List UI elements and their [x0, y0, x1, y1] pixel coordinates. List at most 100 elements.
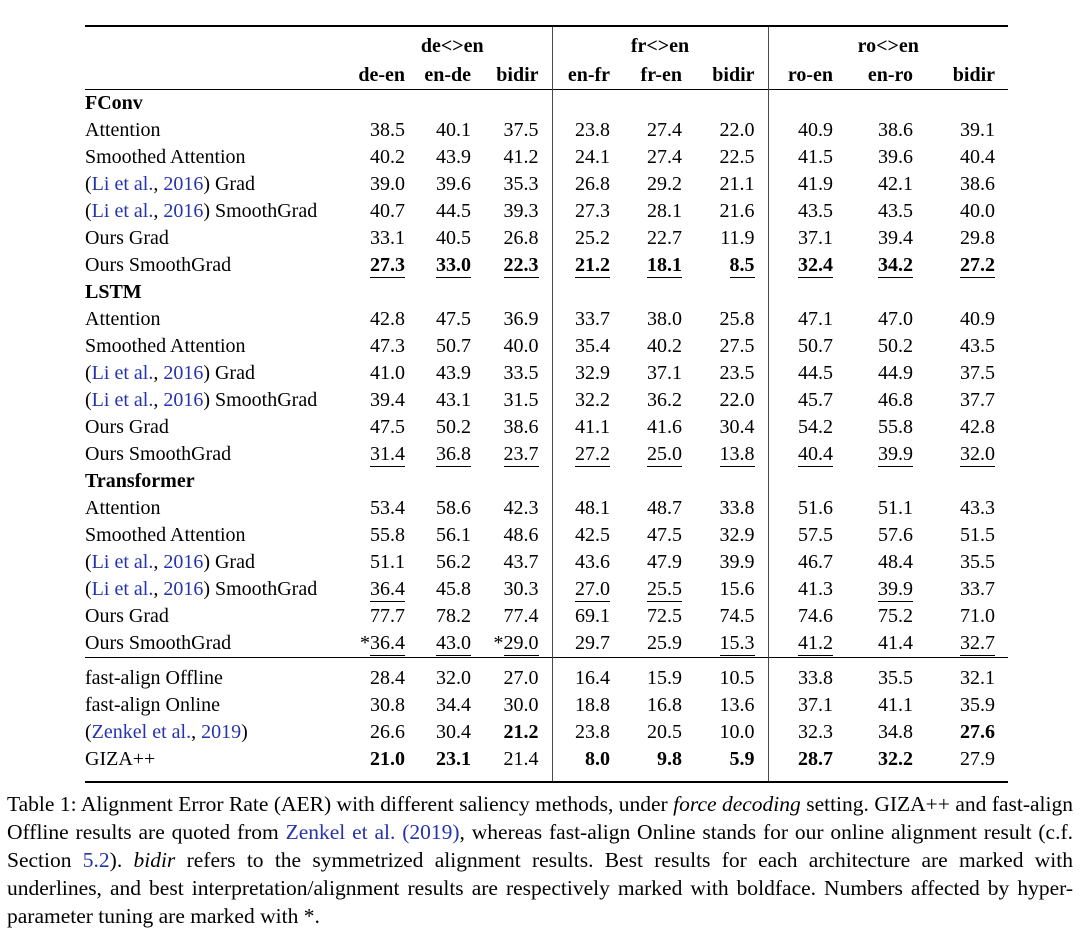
cell: *29.0: [484, 630, 552, 658]
star-marker: *: [493, 632, 504, 654]
cell: 27.5: [719, 335, 755, 357]
cell: 37.1: [647, 362, 683, 384]
cell: 22.0: [719, 389, 755, 411]
cell: 36.8: [418, 441, 484, 468]
section-header-label: LSTM: [85, 281, 142, 303]
cell: 43.6: [551, 549, 624, 576]
cell: 74.5: [719, 605, 755, 627]
table-row: Attention 53.4 58.6 42.3 48.1 48.7 33.8 51.6 51.…: [85, 495, 1008, 522]
citation-link[interactable]: 5.2: [82, 848, 110, 872]
cell: [418, 90, 484, 118]
cell: [695, 90, 768, 118]
row-label: Smoothed Attention: [85, 333, 353, 360]
citation-link[interactable]: 2016: [163, 389, 204, 411]
citation-link[interactable]: 2019: [201, 721, 242, 743]
citation-link[interactable]: Zenkel et al.: [285, 820, 396, 844]
cell: 42.5: [551, 522, 624, 549]
text-segment: (: [85, 173, 92, 195]
row-label: (Li et al., 2016) Grad: [85, 360, 353, 387]
text-segment: Ours Grad: [85, 227, 169, 249]
cell: 47.5: [370, 416, 405, 438]
cell: 32.2: [551, 387, 624, 414]
cell: 77.7: [370, 605, 405, 627]
citation-link[interactable]: Li et al.: [91, 362, 154, 384]
column-header-en-de: en-de: [424, 63, 471, 86]
text-segment: bidir: [133, 848, 176, 872]
table-row: fast-align Online 30.8 34.4 30.0 18.8 16.8 13.…: [85, 692, 1008, 719]
text-segment: Attention: [85, 497, 161, 519]
citation-link[interactable]: Li et al.: [91, 389, 154, 411]
cell: 36.9: [503, 308, 539, 330]
text-segment: (: [85, 721, 92, 743]
text-segment: ) Grad: [203, 551, 255, 573]
text-segment: refers to the symmetrized alignment resu…: [7, 848, 1073, 928]
cell: 32.3: [767, 719, 847, 746]
cell: 56.1: [436, 524, 471, 546]
cell: 36.2: [647, 389, 683, 411]
cell: 26.8: [503, 227, 539, 249]
citation-link[interactable]: 2016: [163, 173, 204, 195]
cell: 10.5: [719, 666, 755, 689]
row-label: fast-align Online: [85, 692, 353, 719]
cell: 47.5: [436, 308, 471, 330]
cell: 44.5: [767, 360, 847, 387]
cell-value: 8.5: [729, 254, 755, 278]
cell-value: 32.2: [878, 748, 914, 770]
table-row: Ours Grad 47.5 50.2 38.6 41.1 41.6 30.4 54.2 55.…: [85, 414, 1008, 441]
citation-link[interactable]: 2016: [163, 578, 204, 600]
cell: [846, 90, 926, 118]
text-segment: (: [85, 389, 92, 411]
citation-link[interactable]: Li et al.: [91, 173, 154, 195]
citation-link[interactable]: 2016: [163, 200, 204, 222]
section-header-label: Transformer: [85, 470, 195, 492]
column-header-en-ro: en-ro: [867, 63, 914, 86]
cell: 47.5: [647, 524, 683, 546]
cell: 42.1: [878, 173, 914, 195]
cell: 51.1: [370, 551, 405, 573]
group-header-ro-en: ro<>en: [767, 26, 1009, 61]
cell: 53.4: [370, 497, 405, 519]
cell-value: 31.4: [370, 443, 405, 467]
cell-value: 21.2: [503, 721, 539, 743]
cell: [353, 90, 418, 118]
cell-value: 32.7: [960, 632, 996, 656]
table-row: Smoothed Attention 55.8 56.1 48.6 42.5 47.5 32…: [85, 522, 1008, 549]
citation-link[interactable]: (2019): [402, 820, 460, 844]
table-row: (Li et al., 2016) SmoothGrad 36.4 45.8 30.3…: [85, 576, 1008, 603]
cell: 22.5: [719, 146, 755, 168]
citation-link[interactable]: Li et al.: [91, 200, 154, 222]
row-label: (Li et al., 2016) SmoothGrad: [85, 387, 353, 414]
cell: 27.4: [647, 146, 683, 168]
cell: 23.8: [551, 117, 624, 144]
cell: 46.8: [878, 389, 914, 411]
citation-link[interactable]: Zenkel et al.: [91, 721, 192, 743]
cell-value: 27.2: [960, 254, 996, 278]
cell: [353, 468, 418, 495]
citation-link[interactable]: Li et al.: [91, 578, 154, 600]
citation-link[interactable]: 2016: [163, 362, 204, 384]
column-header-bidir-de: bidir: [496, 63, 539, 86]
section-header-row: LSTM: [85, 279, 1008, 306]
cell: 22.3: [484, 252, 552, 279]
table-caption: Table 1: Alignment Error Rate (AER) with…: [7, 790, 1073, 930]
cell: 35.5: [878, 666, 914, 689]
cell: 56.2: [436, 551, 471, 573]
cell: 71.0: [960, 605, 996, 627]
text-segment: ).: [109, 848, 134, 872]
row-label: Ours SmoothGrad: [85, 441, 353, 468]
cell-value: 8.0: [585, 748, 611, 770]
text-segment: setting. GIZA++ and fast-align Offline r…: [7, 792, 1074, 844]
citation-link[interactable]: 2016: [163, 551, 204, 573]
row-label: Ours SmoothGrad: [85, 252, 353, 279]
row-label: (Li et al., 2016) Grad: [85, 549, 353, 576]
table-body: FConv Attention 38.5 40.1 37.5 23.8 27.4 22.0 40…: [85, 89, 1009, 782]
cell: [623, 468, 695, 495]
text-segment: force decoding: [673, 792, 801, 816]
column-header-fr-en: fr-en: [640, 63, 683, 86]
citation-link[interactable]: Li et al.: [91, 551, 154, 573]
cell: 30.0: [503, 694, 539, 716]
cell: 47.9: [647, 551, 683, 573]
cell: 43.7: [503, 551, 539, 573]
cell: [846, 468, 926, 495]
cell-value: 5.9: [729, 748, 755, 770]
